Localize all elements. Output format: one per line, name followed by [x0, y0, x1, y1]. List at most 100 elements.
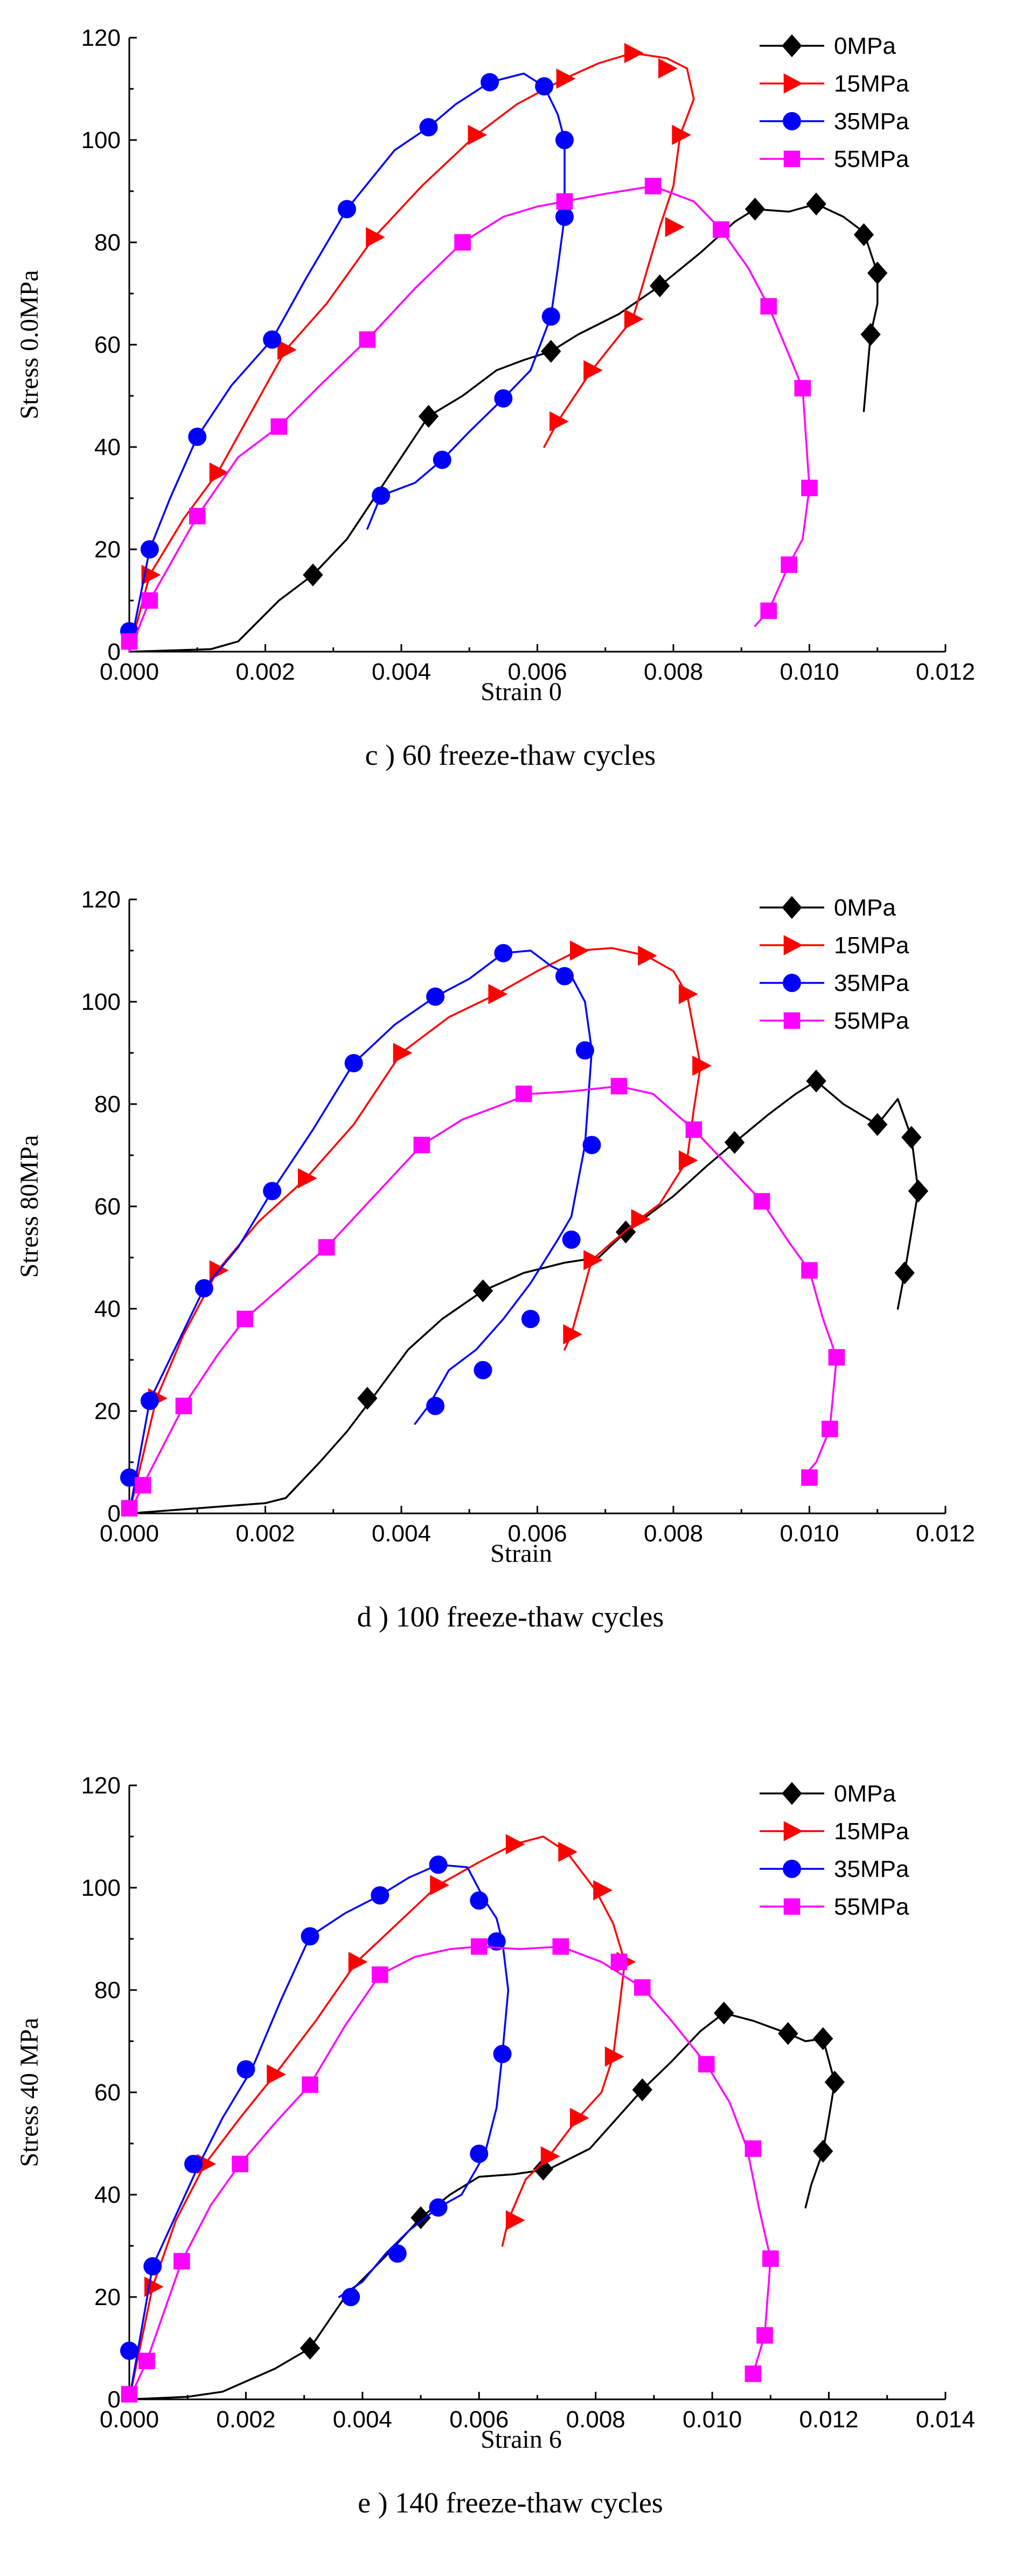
data-point-55MPa	[760, 298, 777, 315]
y-axis-label: Stress 40 MPa	[15, 2017, 44, 2167]
data-point-55MPa	[318, 1239, 335, 1256]
legend-marker-55MPa	[783, 1898, 801, 1915]
data-point-15MPa	[540, 2146, 560, 2167]
data-point-55MPa	[794, 380, 811, 397]
x-tick-label: 0.004	[372, 659, 431, 685]
x-tick-label: 0.012	[916, 659, 975, 685]
data-point-0MPa	[867, 1113, 888, 1136]
data-point-55MPa	[121, 1500, 138, 1517]
y-tick-label: 120	[81, 1772, 121, 1799]
data-point-55MPa	[372, 1966, 388, 1983]
data-point-35MPa	[263, 330, 282, 349]
data-point-35MPa	[470, 1891, 489, 1910]
data-point-35MPa	[263, 1182, 282, 1200]
x-tick-label: 0.000	[100, 1520, 159, 1547]
data-point-0MPa	[867, 261, 888, 285]
data-point-55MPa	[138, 2352, 155, 2370]
data-point-35MPa	[429, 2198, 448, 2217]
y-tick-label: 100	[81, 989, 121, 1015]
data-point-15MPa	[209, 462, 229, 483]
x-tick-label: 0.008	[644, 1520, 703, 1547]
data-point-0MPa	[714, 2001, 734, 2025]
y-tick-label: 60	[94, 2079, 121, 2106]
data-point-15MPa	[488, 984, 508, 1004]
legend-label: 0MPa	[834, 895, 896, 921]
legend-label: 35MPa	[834, 1856, 909, 1882]
data-point-15MPa	[593, 1880, 613, 1901]
data-point-55MPa	[634, 1979, 651, 1996]
legend-marker-15MPa	[783, 73, 803, 94]
x-tick-label: 0.004	[333, 2406, 392, 2433]
y-tick-label: 120	[81, 886, 121, 913]
data-point-15MPa	[569, 2107, 589, 2128]
data-point-0MPa	[632, 2078, 652, 2102]
data-point-35MPa	[143, 2257, 162, 2275]
y-tick-label: 0	[108, 2386, 121, 2413]
y-tick-label: 120	[81, 25, 121, 51]
data-point-35MPa	[338, 200, 356, 219]
data-point-55MPa	[698, 2056, 715, 2073]
y-tick-label: 100	[81, 1875, 121, 1901]
legend-marker-15MPa	[783, 935, 803, 955]
data-point-35MPa	[541, 307, 560, 326]
y-tick-label: 40	[94, 434, 121, 460]
data-point-55MPa	[121, 2386, 138, 2403]
data-point-55MPa	[822, 1420, 838, 1437]
data-point-55MPa	[762, 2250, 779, 2267]
data-point-35MPa	[575, 1041, 594, 1060]
x-tick-label: 0.000	[100, 2406, 159, 2433]
legend-label: 35MPa	[834, 108, 909, 135]
data-point-0MPa	[724, 1131, 745, 1154]
series-line-15MPa	[128, 947, 702, 1514]
legend-marker-55MPa	[783, 150, 801, 167]
series-line-35MPa	[128, 72, 566, 653]
data-point-0MPa	[824, 2070, 845, 2094]
y-tick-label: 0	[108, 639, 121, 665]
data-point-15MPa	[678, 1150, 698, 1171]
data-point-15MPa	[658, 58, 678, 79]
data-point-0MPa	[418, 404, 439, 428]
data-point-15MPa	[556, 68, 576, 89]
legend-label: 15MPa	[834, 1818, 909, 1845]
data-point-0MPa	[303, 563, 323, 587]
data-point-55MPa	[744, 2365, 762, 2382]
chart-caption: c ) 60 freeze-thaw cycles	[365, 739, 656, 771]
data-point-15MPa	[297, 1168, 317, 1189]
data-point-35MPa	[140, 1392, 159, 1410]
data-point-0MPa	[541, 340, 561, 363]
data-point-55MPa	[781, 556, 797, 573]
data-point-55MPa	[644, 178, 662, 194]
legend-label: 35MPa	[834, 970, 909, 996]
data-point-55MPa	[413, 1136, 430, 1154]
x-tick-label: 0.012	[799, 2406, 859, 2433]
data-point-15MPa	[348, 1952, 368, 1972]
data-point-35MPa	[582, 1136, 601, 1154]
y-tick-label: 100	[81, 127, 121, 153]
series-line-35MPa	[128, 950, 593, 1514]
data-point-0MPa	[778, 2022, 798, 2045]
data-point-35MPa	[474, 1361, 492, 1379]
legend-marker-55MPa	[783, 1012, 801, 1029]
data-point-15MPa	[583, 360, 603, 381]
data-point-0MPa	[908, 1179, 929, 1203]
data-point-0MPa	[813, 2027, 833, 2050]
data-point-35MPa	[120, 2341, 138, 2360]
data-point-55MPa	[801, 1469, 818, 1486]
data-point-55MPa	[141, 592, 158, 609]
data-point-15MPa	[638, 945, 657, 966]
legend-marker-35MPa	[783, 974, 801, 992]
series-line-15MPa	[128, 52, 695, 653]
data-point-35MPa	[555, 131, 574, 149]
data-point-35MPa	[470, 2145, 489, 2163]
data-point-15MPa	[505, 2210, 525, 2231]
data-point-35MPa	[371, 1886, 389, 1905]
data-point-35MPa	[236, 2060, 255, 2079]
y-axis-label: Stress 0.0MPa	[15, 270, 44, 419]
data-point-15MPa	[672, 124, 692, 145]
data-point-35MPa	[494, 944, 513, 962]
data-point-35MPa	[562, 1230, 581, 1249]
data-point-55MPa	[173, 2253, 190, 2270]
legend-label: 55MPa	[834, 1008, 909, 1034]
data-point-55MPa	[175, 1398, 192, 1414]
data-point-15MPa	[583, 1250, 603, 1270]
